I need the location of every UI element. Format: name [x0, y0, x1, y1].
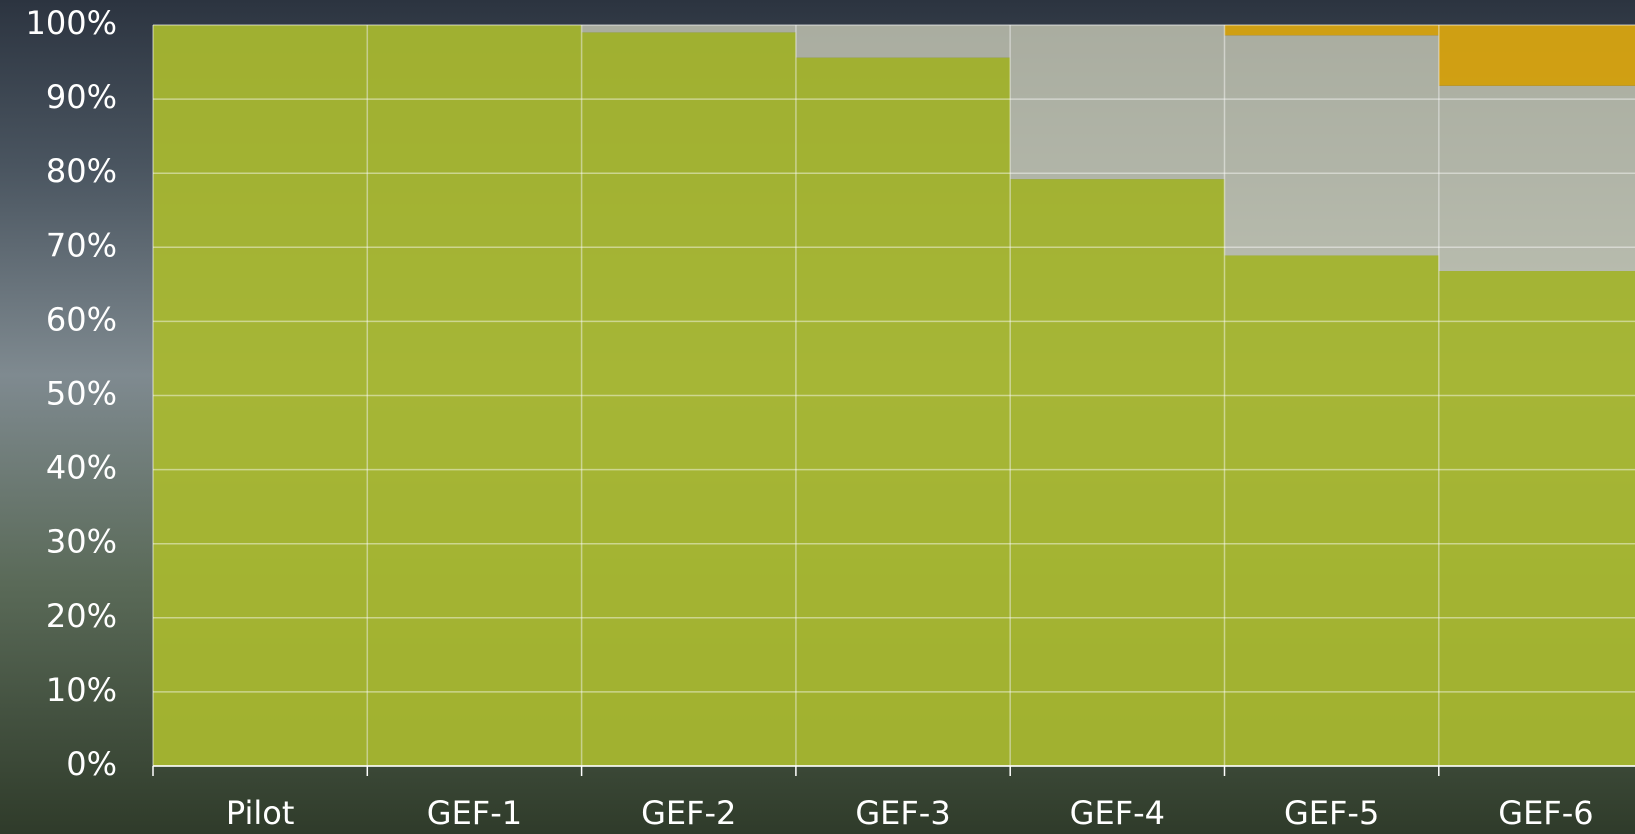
x-tick-label: GEF-2 — [641, 794, 736, 832]
bar-segment — [1438, 271, 1635, 766]
bar-segment — [1010, 25, 1225, 180]
y-tick-label: 40% — [46, 449, 117, 487]
bar-segment — [1438, 85, 1635, 272]
y-tick-label: 20% — [46, 597, 117, 635]
x-tick-label: GEF-5 — [1284, 794, 1379, 832]
bar-segment — [581, 25, 796, 33]
bar-segment — [795, 25, 1011, 58]
bar-segment — [795, 57, 1011, 766]
bar-segment — [1224, 25, 1439, 36]
bar-segment — [581, 32, 796, 767]
bar-segment — [1010, 179, 1225, 767]
y-tick-label: 30% — [46, 523, 117, 561]
bar-segment — [153, 25, 368, 766]
x-tick-label: Pilot — [226, 794, 295, 832]
x-tick-label: GEF-3 — [855, 794, 950, 832]
y-tick-label: 70% — [46, 226, 117, 264]
y-tick-label: 0% — [66, 745, 117, 783]
x-tick-label: GEF-4 — [1070, 794, 1165, 832]
bar-segment — [1224, 35, 1439, 256]
bar-segment — [1224, 255, 1439, 767]
y-tick-label: 50% — [46, 375, 117, 413]
x-tick-label: GEF-6 — [1498, 794, 1593, 832]
y-tick-label: 60% — [46, 300, 117, 338]
bar-segment — [367, 25, 582, 766]
y-tick-label: 10% — [46, 671, 117, 709]
x-tick-label: GEF-1 — [427, 794, 522, 832]
y-tick-label: 100% — [26, 4, 117, 42]
plot-area: Pilot GEF-1 GEF-2 GEF-3 GEF-4 GEF-5 GEF-6 0% 10%… — [26, 4, 1635, 832]
y-tick-label: 90% — [46, 78, 117, 116]
y-tick-label: 80% — [46, 152, 117, 190]
bar-segment — [1438, 25, 1635, 86]
